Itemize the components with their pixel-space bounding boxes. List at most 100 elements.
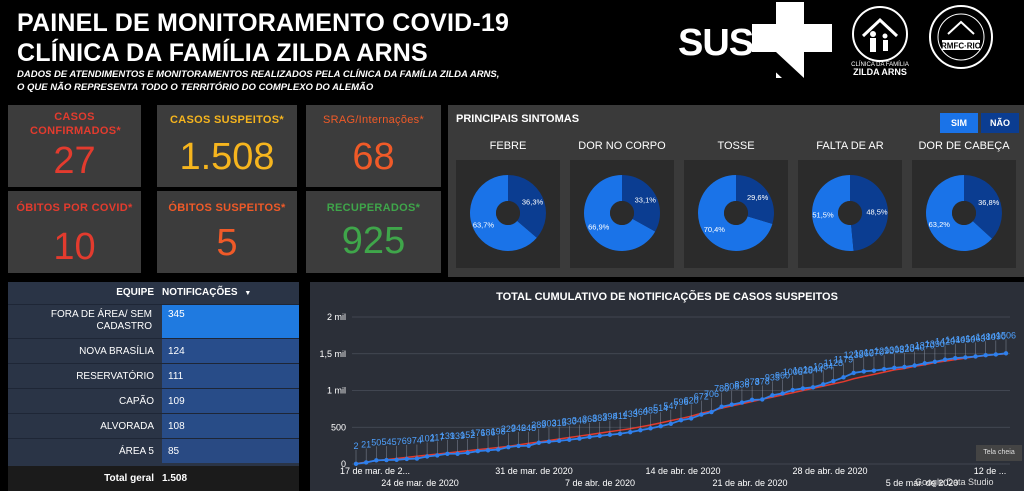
data-point — [749, 397, 755, 403]
donut-slice-sim[interactable] — [584, 175, 656, 251]
data-label: 1506 — [996, 330, 1016, 340]
header-notificacoes-label: NOTIFICAÇÕES — [162, 287, 238, 298]
symptom-donut-card: 48,5% 51,5% — [798, 160, 902, 268]
donut-chart: 36,3% 63,7% — [470, 175, 546, 251]
donut-slice-sim[interactable] — [470, 175, 537, 251]
kpi-value: 1.508 — [179, 136, 275, 178]
data-label: 460 — [633, 407, 648, 417]
kpi-casos-confirmados: CASOS CONFIRMADOS* 27 — [8, 105, 141, 187]
data-label: 1179 — [834, 354, 853, 364]
donut-slice-nao[interactable] — [622, 175, 660, 232]
data-point — [861, 369, 867, 374]
kpi-label: CASOS CONFIRMADOS* — [30, 111, 121, 137]
donut-slice-nao[interactable] — [850, 175, 888, 251]
header-notificacoes[interactable]: NOTIFICAÇÕES ▼ — [162, 287, 251, 298]
donut-chart: 33,1% 66,9% — [584, 175, 660, 251]
data-label: 74 — [412, 436, 422, 446]
data-label: 102 — [420, 434, 435, 444]
data-label: 1128 — [824, 358, 843, 368]
donut-slice-sim[interactable] — [812, 175, 854, 251]
data-point — [699, 412, 704, 417]
toggle-nao-button[interactable]: NÃO — [981, 113, 1019, 133]
data-label: 1450 — [955, 334, 975, 344]
data-point — [587, 434, 592, 440]
clinica-zilda-arns-logo: CLÍNICA DA FAMÍLIA ZILDA ARNS — [845, 4, 915, 84]
donut-label-sim: 51,5% — [812, 210, 834, 219]
kpi-value: 10 — [53, 226, 96, 268]
data-point — [556, 438, 562, 444]
data-point — [648, 426, 653, 431]
donut-hole — [610, 201, 634, 225]
data-label: 1340 — [905, 343, 925, 353]
data-label: 117 — [430, 432, 444, 442]
data-point — [577, 436, 582, 441]
table-total-row: Total geral 1.508 — [8, 466, 299, 491]
data-point — [668, 421, 674, 426]
symptom-name: TOSSE — [717, 140, 755, 152]
data-label: 596 — [673, 397, 688, 407]
data-point — [820, 382, 826, 387]
donut-label-nao: 48,5% — [866, 208, 888, 217]
data-point — [424, 454, 430, 459]
data-label: 411 — [613, 411, 627, 421]
table-row[interactable]: CAPÃO 109 — [8, 388, 299, 413]
data-label: 50 — [371, 437, 381, 447]
donut-slice-sim[interactable] — [926, 175, 993, 251]
subtitle-line-2: O QUE NÃO REPRESENTA TODO O TERRITÓRIO D… — [17, 82, 374, 93]
data-label: 1270 — [864, 348, 884, 358]
donut-hole — [952, 201, 976, 225]
donut-hole — [724, 201, 748, 225]
symptom-donut-card: 33,1% 66,9% — [570, 160, 674, 268]
x-tick-label: 24 de mar. de 2020 — [381, 478, 459, 488]
data-label: 1084 — [813, 361, 833, 371]
x-tick-label: 17 de mar. de 2... — [340, 466, 410, 476]
team-name: ALVORADA — [100, 421, 154, 432]
data-point — [942, 357, 948, 362]
data-point — [709, 409, 714, 415]
data-label: 315 — [552, 418, 567, 428]
data-label: 1480 — [976, 332, 996, 342]
table-row[interactable]: ÁREA 5 85 — [8, 438, 299, 463]
data-label: 139 — [440, 431, 455, 441]
kpi-recuperados: RECUPERADOS* 925 — [306, 191, 441, 273]
donut-chart: 29,6% 70,4% — [698, 175, 774, 251]
kpi-value: 925 — [341, 220, 406, 262]
rmfc-rio-logo: RMFC·RIO — [928, 4, 994, 70]
caret-down-icon[interactable]: ▼ — [244, 290, 252, 297]
clinica-logo-small: CLÍNICA DA FAMÍLIA — [851, 62, 909, 68]
data-label: 1308 — [884, 345, 904, 355]
fullscreen-button[interactable]: Tela cheia — [976, 445, 1022, 461]
donut-slice-nao[interactable] — [508, 175, 546, 238]
data-point — [912, 363, 917, 368]
data-point — [688, 416, 694, 421]
title-line-2: CLÍNICA DA FAMÍLIA ZILDA ARNS — [17, 39, 428, 67]
table-row[interactable]: RESERVATÓRIO 111 — [8, 363, 299, 388]
notification-bar: 124 — [162, 339, 299, 363]
data-point — [881, 366, 887, 372]
data-label: 1260 — [854, 348, 874, 358]
data-point — [597, 433, 602, 439]
donut-slice-nao[interactable] — [736, 175, 774, 224]
donut-label-sim: 70,4% — [704, 225, 726, 234]
kpi-value: 68 — [352, 136, 395, 178]
data-label: 330 — [562, 417, 577, 427]
data-label: 248 — [521, 423, 536, 433]
data-label: 1463 — [966, 333, 986, 343]
donut-slice-nao[interactable] — [964, 175, 1002, 239]
data-label: 198 — [491, 426, 506, 436]
toggle-sim-button[interactable]: SIM — [940, 113, 978, 133]
table-row[interactable]: NOVA BRASÍLIA 124 — [8, 338, 299, 363]
data-point — [506, 444, 511, 450]
data-label: 69 — [402, 436, 412, 446]
data-point — [435, 453, 440, 458]
data-label: 433 — [623, 409, 638, 419]
table-row[interactable]: FORA DE ÁREA/ SEM CADASTRO 345 — [8, 304, 299, 338]
donut-slice-sim[interactable] — [698, 175, 773, 251]
data-label: 152 — [460, 430, 475, 440]
kpi-label: RECUPERADOS* — [326, 202, 421, 214]
table-row[interactable]: ALVORADA 108 — [8, 413, 299, 438]
sus-logo-text: SUS — [678, 22, 754, 64]
symptom-name: DOR DE CABEÇA — [918, 140, 1010, 152]
total-label: Total geral — [104, 473, 154, 484]
data-point — [536, 440, 542, 445]
